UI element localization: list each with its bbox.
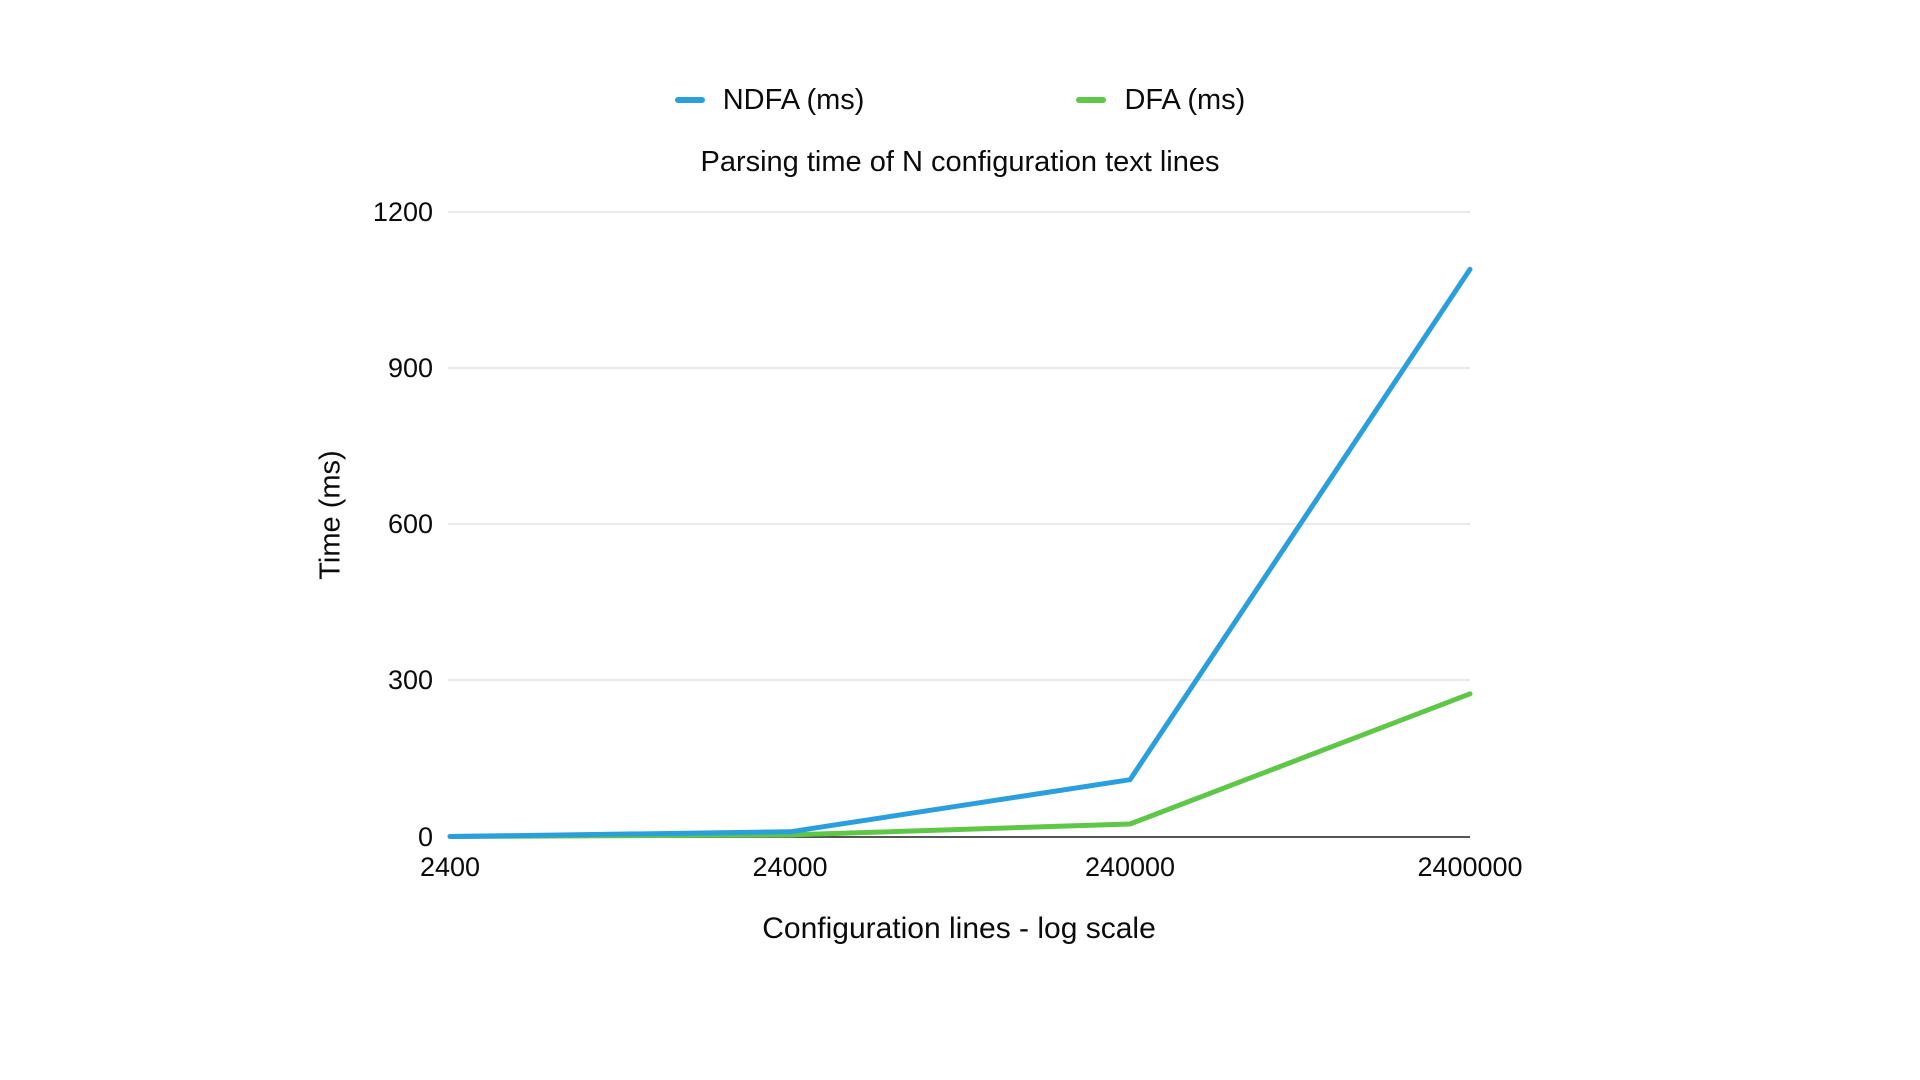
y-tick-0: 0 bbox=[417, 822, 433, 852]
chart-title: Parsing time of N configuration text lin… bbox=[700, 146, 1220, 178]
legend-item-ndfa: NDFA (ms) bbox=[674, 83, 865, 117]
x-axis-label: Configuration lines - log scale bbox=[762, 912, 1156, 945]
y-tick-1200: 1200 bbox=[372, 197, 433, 227]
ndfa-line-swatch bbox=[674, 97, 705, 103]
x-tick-240000: 240000 bbox=[1084, 852, 1176, 882]
legend: NDFA (ms) DFA (ms) bbox=[0, 83, 1920, 117]
x-tick-2400: 2400 bbox=[419, 852, 481, 882]
x-tick-2400000: 2400000 bbox=[1417, 852, 1523, 882]
dfa-line bbox=[447, 691, 1473, 839]
y-tick-300: 300 bbox=[387, 665, 433, 695]
y-tick-600: 600 bbox=[387, 509, 433, 539]
dfa-line-swatch bbox=[1076, 97, 1107, 103]
y-tick-900: 900 bbox=[387, 353, 433, 383]
legend-label-dfa: DFA (ms) bbox=[1124, 84, 1246, 116]
x-tick-24000: 24000 bbox=[752, 852, 828, 882]
ndfa-line bbox=[447, 266, 1473, 839]
legend-item-dfa: DFA (ms) bbox=[1076, 83, 1245, 117]
y-axis-label: Time (ms) bbox=[314, 450, 347, 580]
legend-label-ndfa: NDFA (ms) bbox=[722, 84, 865, 116]
